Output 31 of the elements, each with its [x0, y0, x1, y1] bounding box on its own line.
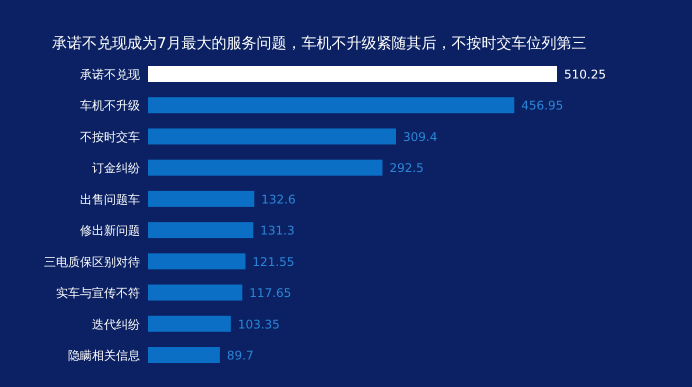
- data-label: 117.65: [249, 286, 292, 300]
- bar: [148, 253, 246, 270]
- bar: [148, 222, 254, 238]
- bar: [148, 190, 254, 207]
- bar: [148, 347, 220, 363]
- y-tick-label: 修出新问题: [80, 224, 140, 238]
- y-tick-label: 迭代纠纷: [92, 317, 140, 332]
- y-tick-label: 隐瞒相关信息: [68, 348, 140, 362]
- bar: [148, 160, 382, 176]
- data-label: 510.25: [564, 68, 606, 82]
- bar: [148, 316, 231, 332]
- chart-title: 承诺不兑现成为7月最大的服务问题，车机不升级紧随其后，不按时交车位列第三: [52, 34, 587, 52]
- data-label: 89.7: [226, 348, 254, 362]
- bar: [148, 128, 396, 144]
- data-label: 292.5: [389, 161, 424, 176]
- bar: [148, 97, 514, 114]
- data-label: 309.4: [403, 130, 438, 144]
- y-tick-label: 实车与宣传不符: [56, 286, 140, 300]
- data-label: 121.55: [252, 254, 294, 269]
- data-label: 103.35: [238, 317, 280, 332]
- data-label: 456.95: [521, 98, 564, 113]
- y-tick-label: 不按时交车: [80, 130, 140, 144]
- y-tick-label: 三电质保区别对待: [44, 254, 140, 269]
- y-tick-label: 承诺不兑现: [80, 68, 140, 82]
- y-tick-label: 订金纠纷: [92, 161, 140, 176]
- bar: [148, 284, 242, 301]
- y-tick-label: 车机不升级: [80, 98, 140, 113]
- bar: [148, 66, 557, 82]
- data-label: 131.3: [260, 224, 295, 238]
- data-label: 132.6: [261, 192, 296, 206]
- y-tick-label: 出售问题车: [80, 192, 140, 206]
